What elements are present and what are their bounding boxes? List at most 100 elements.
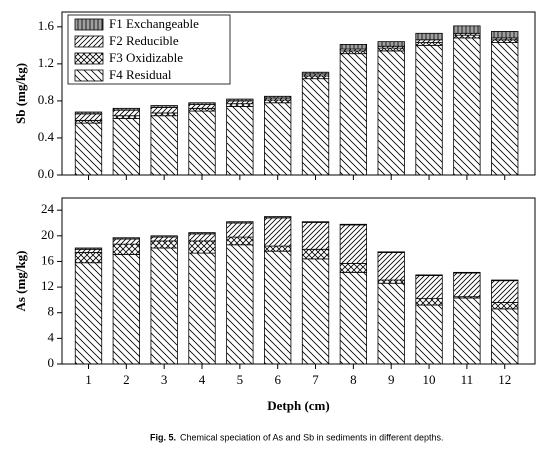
bar-segment [150,240,178,249]
y-tick-label: 24 [41,201,55,216]
bar-segment [377,47,405,52]
y-tick-label: 12 [41,278,54,293]
bar-segment [377,282,405,365]
y-tick-label: 4 [48,329,55,344]
bar-segment [226,98,254,102]
y-tick-label: 0.8 [38,92,54,107]
bar-segment [377,41,405,47]
bar-segment [415,42,443,46]
y-axis-label: Sb (mg/kg) [13,63,28,124]
bar-segment [112,237,140,240]
bar-segment [74,262,103,365]
bar-segment [74,247,103,250]
bar-segment [339,223,368,226]
bar-segment [188,252,216,365]
bar-segment [264,216,292,219]
bar-segment [150,235,178,238]
legend-swatch [74,18,104,31]
bar-segment [264,95,292,99]
bar-segment [377,252,405,281]
bar-segment [339,50,368,55]
bar-segment [188,232,216,235]
bar-segment [339,224,368,264]
y-axis-label: As (mg/kg) [13,250,28,311]
y-tick-label: 20 [41,227,54,242]
bar-segment [264,99,292,104]
bar-segment [264,250,292,365]
bar-segment [453,297,481,365]
bar-segment [74,111,103,115]
bar-segment [453,25,481,34]
bar-segment [226,222,254,238]
bar-segment [377,251,405,253]
bar-segment [150,247,178,365]
bar-segment [491,279,519,282]
y-tick-label: 16 [41,252,55,267]
bar-segment [301,71,330,75]
bar-segment [453,271,481,274]
x-tick-label: 12 [498,372,511,387]
legend-label: F1 Exchangeable [109,16,199,31]
y-tick-label: 8 [48,304,55,319]
bar-segment [112,238,140,245]
x-tick-label: 4 [199,372,206,387]
bar-segment [188,107,216,112]
bar-segment [150,115,178,176]
bar-segment [415,298,443,306]
bar-segment [339,262,368,273]
bar-segment [226,100,254,105]
bar-segment [264,245,292,252]
bar-segment [377,279,405,284]
bar-segment [491,39,519,43]
bar-segment [188,233,216,242]
bar-segment [112,118,140,176]
bar-segment [453,34,481,39]
bar-segment [491,302,519,310]
bar-segment [339,271,368,365]
caption-label: Fig. 5. [150,432,176,442]
bar-segment [264,102,292,176]
plot-frame [61,197,536,365]
x-axis-label: Detph (cm) [267,398,329,413]
bar-segment [74,119,103,124]
bar-segment [491,42,519,176]
bar-segment [150,106,178,114]
legend-label: F4 Residual [109,67,172,82]
x-tick-label: 2 [123,372,130,387]
y-tick-label: 0.0 [38,166,54,181]
plot-frame [61,11,536,176]
bar-segment [112,254,140,365]
bar-segment [415,44,443,176]
legend-swatch [74,52,104,65]
bar-segment [415,32,443,41]
bar-segment [188,240,216,254]
x-tick-label: 8 [350,372,357,387]
bar-segment [301,258,330,365]
x-tick-label: 6 [274,372,281,387]
y-tick-label: 1.2 [38,55,54,70]
x-tick-label: 7 [312,372,319,387]
bar-segment [339,53,368,176]
bar-segment [112,115,140,119]
bar-segment [226,106,254,176]
bar-segment [415,304,443,365]
bar-segment [188,104,216,109]
bar-segment [453,37,481,176]
bar-segment [415,39,443,43]
bar-segment [453,272,481,298]
legend-label: F2 Reducible [109,33,179,48]
legend-swatch [74,35,104,48]
bar-segment [491,31,519,39]
bar-segment [339,44,368,50]
bar-segment [226,103,254,107]
x-tick-label: 1 [85,372,92,387]
x-tick-label: 5 [237,372,244,387]
bar-segment [301,221,330,250]
bar-segment [74,122,103,176]
bar-segment [491,308,519,365]
legend-swatch [74,69,104,82]
bar-segment [301,75,330,80]
bar-segment [415,275,443,300]
x-tick-label: 9 [388,372,395,387]
